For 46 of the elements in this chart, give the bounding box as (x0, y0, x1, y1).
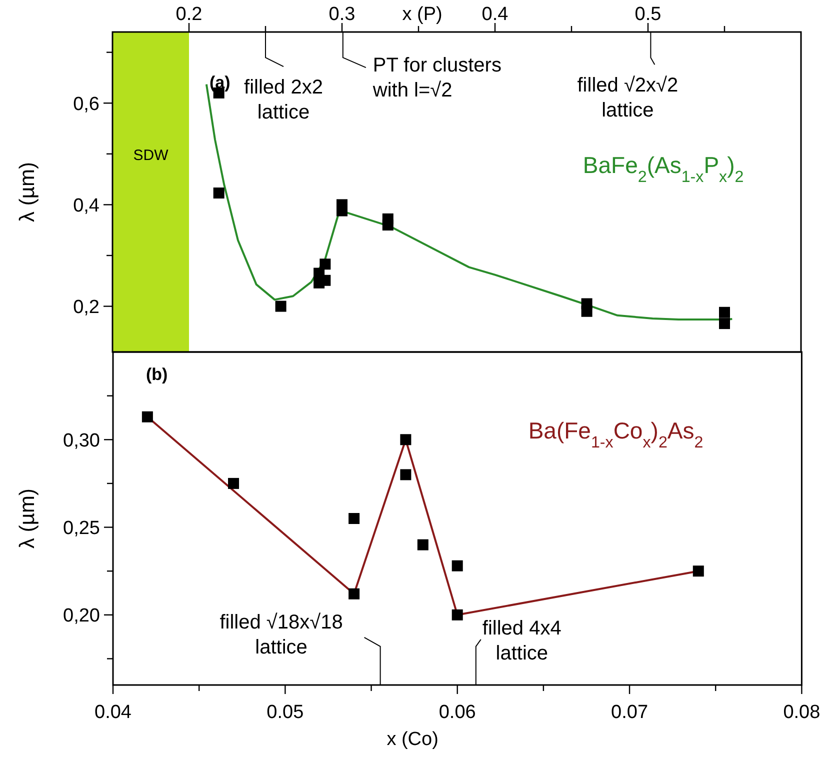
point (382, 220, 394, 231)
band-label: SDW (133, 147, 170, 164)
y-axis-title: λ (µm) (16, 162, 39, 222)
point (452, 560, 463, 572)
y-tick-label: 0,20 (63, 606, 100, 627)
point (320, 258, 331, 270)
x-tick-label: 0.06 (438, 702, 476, 723)
annotation: filled √18x√18 lattice (220, 611, 343, 658)
point (228, 478, 240, 489)
x-axis-title: x (P) (402, 4, 442, 25)
annotation: filled 2x2 lattice (244, 76, 323, 124)
point (417, 539, 428, 550)
x-tick-label: 0.5 (634, 4, 662, 25)
point (213, 188, 224, 199)
annotation: PT for clusters with l=√2 (372, 54, 502, 102)
x-tick-label: 0.08 (783, 702, 820, 723)
point (400, 434, 412, 446)
point (142, 411, 153, 422)
point (719, 318, 730, 330)
point (452, 609, 463, 620)
x-tick-label: 0.4 (482, 4, 509, 25)
point (692, 566, 704, 577)
point (400, 469, 412, 480)
annotation: (b) (146, 365, 168, 384)
annotation: (a) (210, 73, 230, 92)
x-tick-label: 0.2 (176, 4, 202, 25)
y-tick-label: 0,25 (63, 518, 100, 539)
point (348, 513, 360, 524)
point (348, 588, 360, 600)
point (719, 306, 730, 318)
point (275, 300, 286, 312)
annotation: filled √2x√2 lattice (577, 74, 678, 122)
x-axis-title: x (Co) (386, 729, 438, 750)
x-tick-label: 0.3 (328, 4, 356, 25)
x-tick-label: 0.07 (611, 702, 648, 723)
y-tick-label: 0,4 (73, 195, 100, 216)
x-tick-label: 0.04 (94, 702, 132, 723)
annotation: filled 4x4 lattice (482, 617, 562, 664)
y-tick-label: 0,30 (63, 430, 100, 452)
text: BaFe$_{2}$(As$_{1-x}$P$_{x}$)$_{2}$ (582, 152, 744, 186)
text: Ba(Fe$_{1-x}$Co$_{x}$)$_{2}$As$_{2}$ (528, 418, 704, 452)
y-axis-title: λ (µm) (16, 488, 39, 548)
x-tick-label: 0.05 (266, 702, 304, 723)
point (581, 306, 592, 317)
y-tick-label: 0,6 (73, 94, 100, 115)
y-tick-label: 0,2 (73, 296, 100, 318)
